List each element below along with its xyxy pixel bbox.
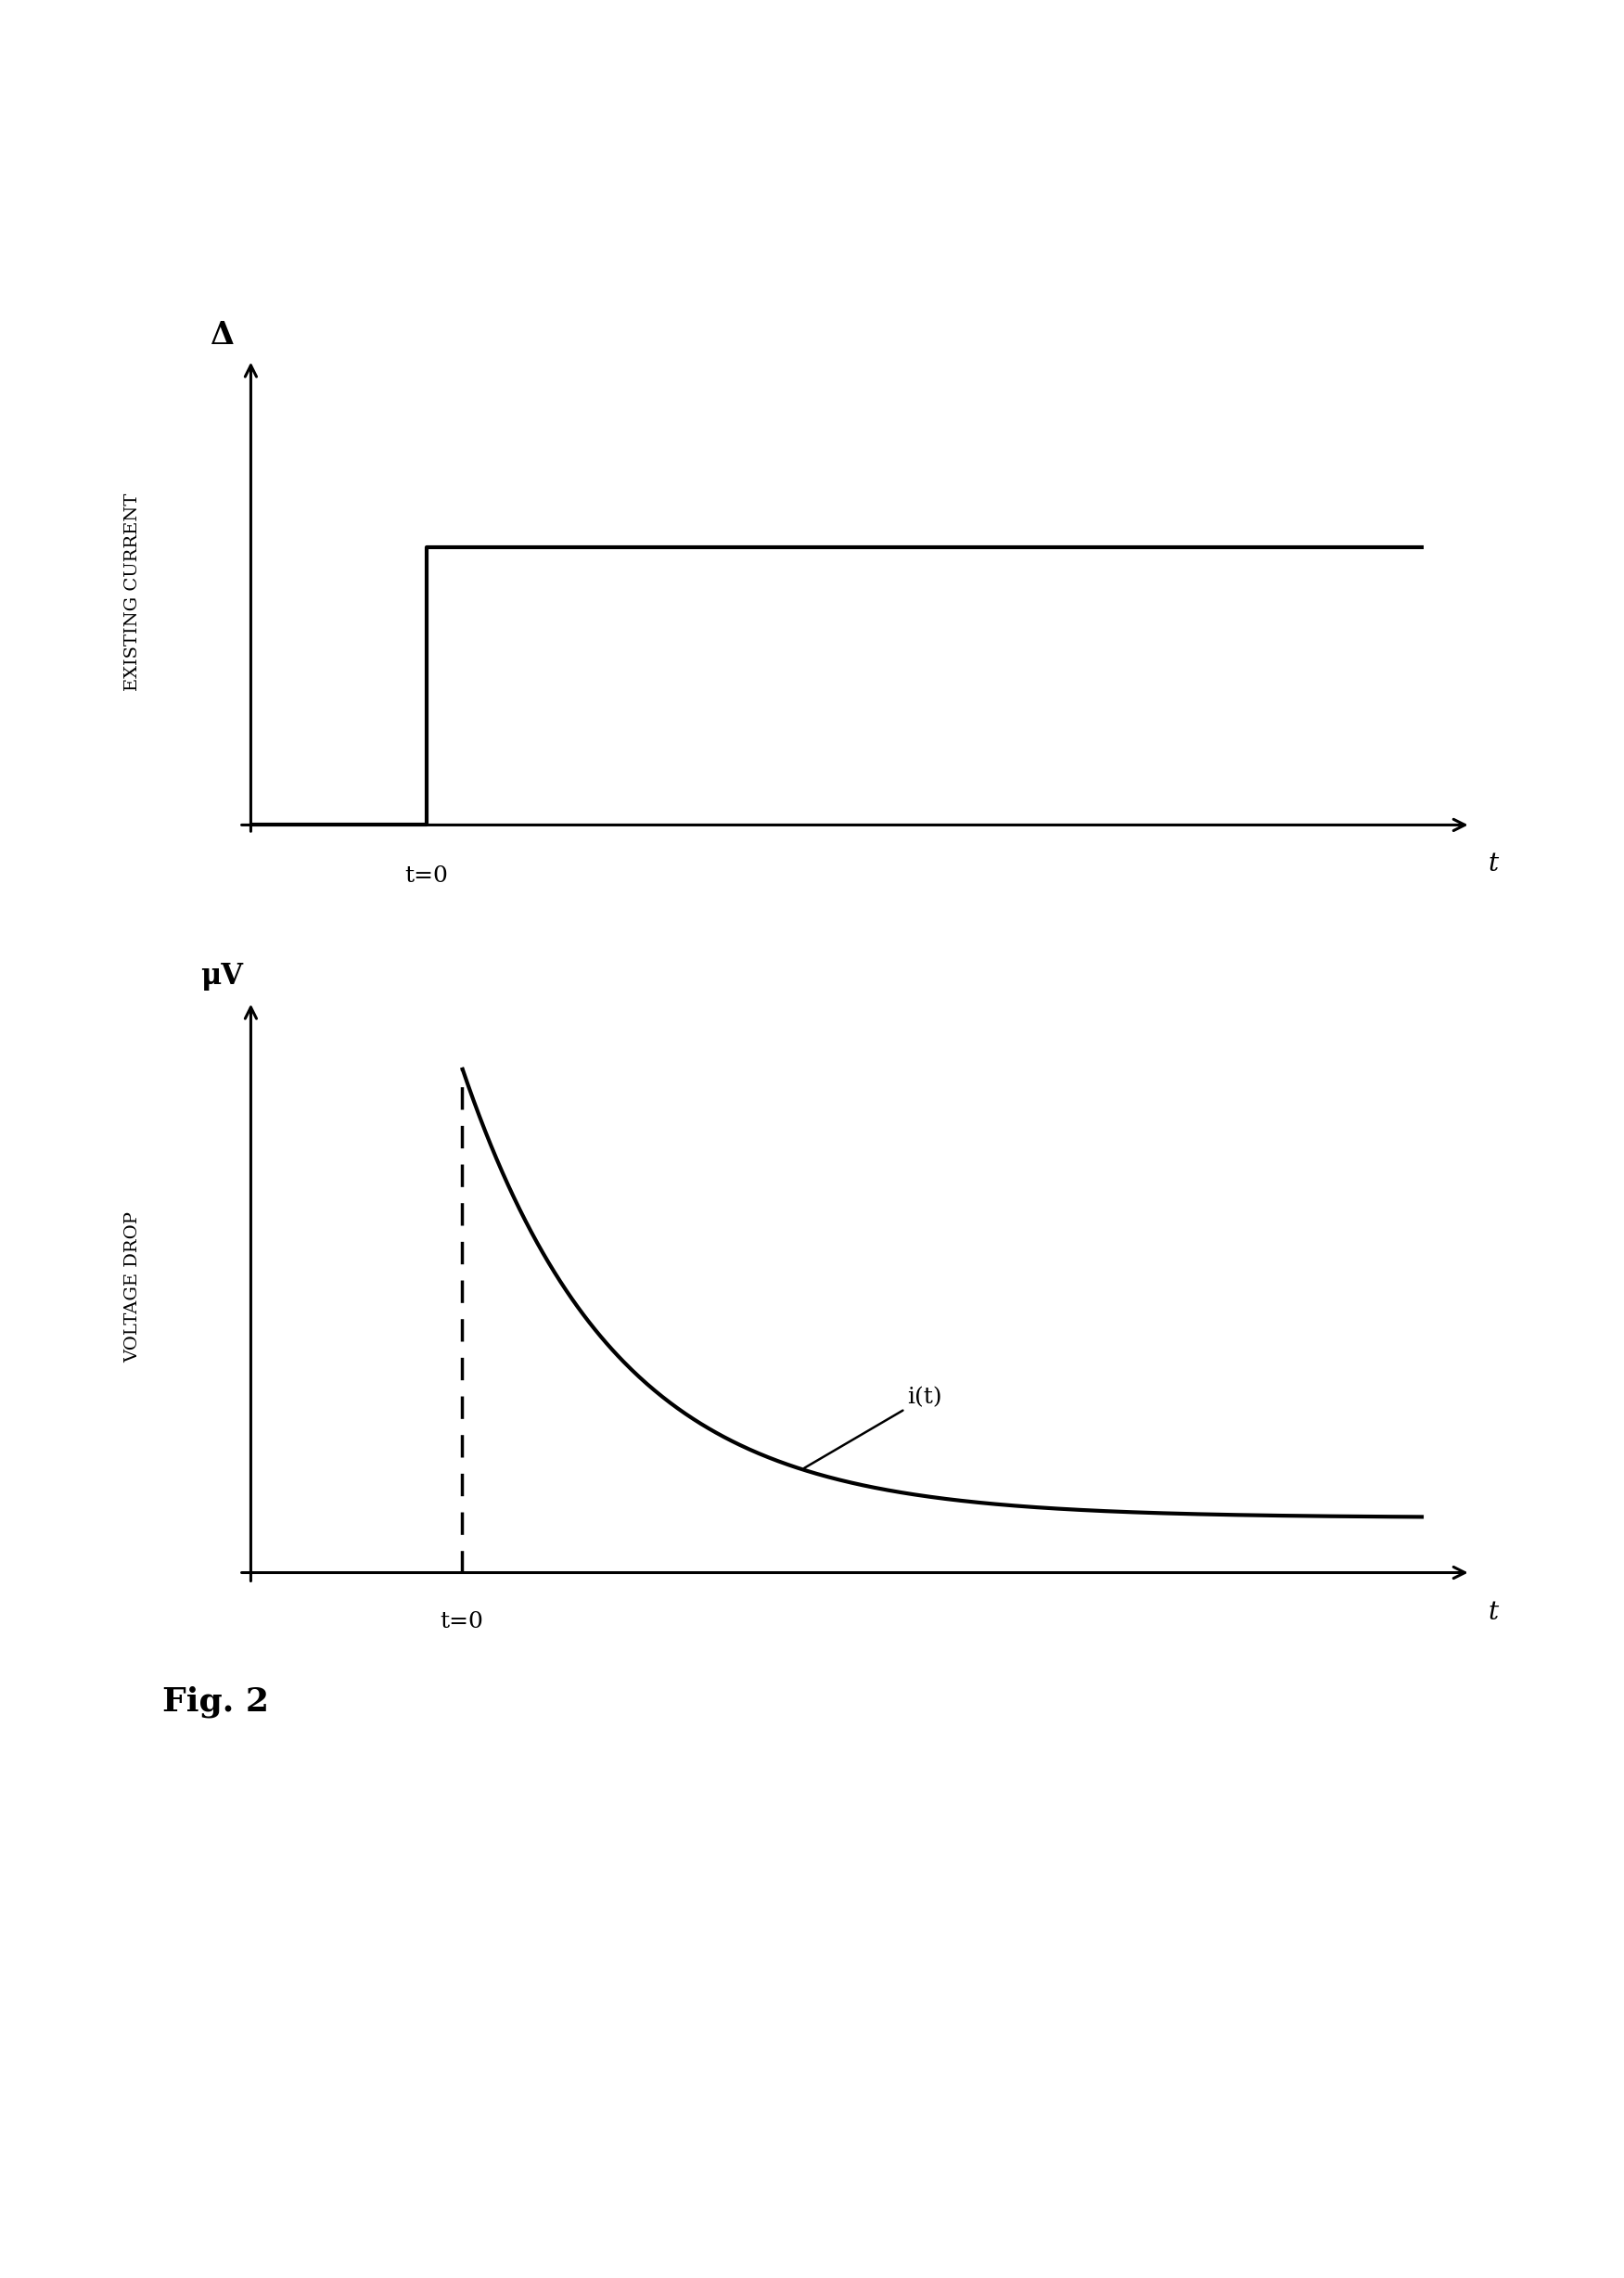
Text: i(t): i(t) (804, 1387, 942, 1467)
Text: μV: μV (200, 961, 244, 991)
Text: Δ: Δ (209, 319, 234, 351)
Text: t: t (1488, 1599, 1499, 1624)
Text: EXISTING CURRENT: EXISTING CURRENT (123, 494, 141, 690)
Text: t: t (1488, 852, 1499, 877)
Text: Fig. 2: Fig. 2 (162, 1686, 270, 1718)
Text: t=0: t=0 (404, 866, 448, 886)
Text: t=0: t=0 (440, 1611, 484, 1633)
Text: VOLTAGE DROP: VOLTAGE DROP (123, 1212, 141, 1362)
